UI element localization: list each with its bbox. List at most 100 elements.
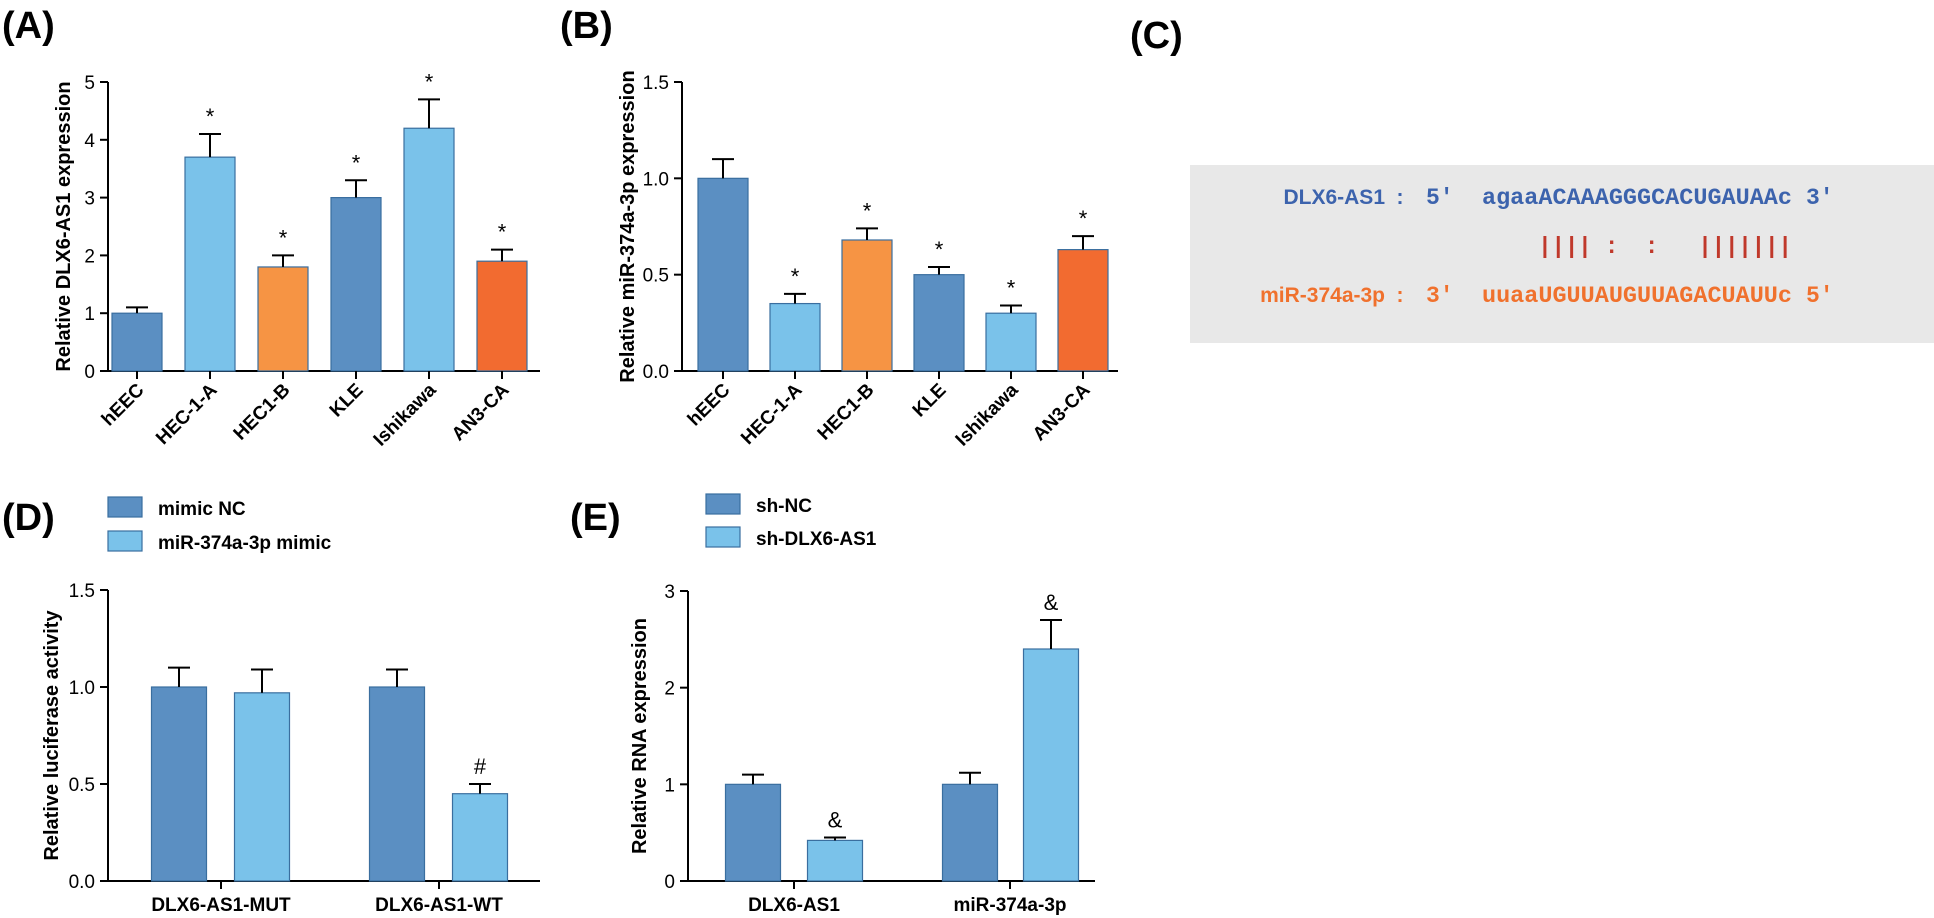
y-axis-label: Relative luciferase activity	[41, 610, 63, 861]
y-axis-label: Relative RNA expression	[629, 618, 651, 854]
bar	[233, 692, 291, 882]
panel-letter-a: (A)	[2, 5, 55, 47]
y-tick-label: 2	[664, 679, 675, 700]
y-tick-label: 1	[664, 775, 675, 796]
bar	[913, 274, 965, 372]
x-category-label: KLE	[326, 380, 368, 422]
significance-mark: *	[791, 264, 800, 289]
mir-374a-3p-5prime: 5'	[1806, 283, 1834, 309]
y-axis-label: Relative miR-374a-3p expression	[617, 70, 639, 382]
x-category-label: hEEC	[684, 379, 735, 430]
significance-mark: *	[935, 237, 944, 262]
y-axis-label: Relative DLX6-AS1 expression	[53, 81, 75, 371]
y-tick-label: 0.0	[643, 362, 669, 383]
x-category-label: DLX6-AS1	[748, 895, 840, 916]
x-category-label: KLE	[909, 380, 951, 422]
bar	[1057, 249, 1109, 372]
dlx6-as1-sequence: agaaACAAAGGGCACUGAUAAc	[1482, 185, 1792, 211]
x-category-label: miR-374a-3p	[954, 895, 1067, 916]
y-tick-label: 1.5	[643, 73, 669, 94]
bar	[150, 686, 208, 882]
significance-mark: #	[474, 754, 487, 779]
y-tick-label: 3	[84, 189, 95, 210]
y-tick-label: 1	[84, 304, 95, 325]
panel-letter-b: (B)	[560, 5, 613, 47]
x-category-label: Ishikawa	[370, 379, 441, 450]
y-tick-label: 0	[84, 362, 95, 383]
dlx6-as1-3prime: 3'	[1806, 185, 1834, 211]
panel-letter-c: (C)	[1130, 15, 1183, 57]
bar	[184, 156, 236, 372]
significance-mark: *	[863, 198, 872, 223]
bar	[1022, 648, 1080, 882]
bar	[806, 839, 864, 882]
y-tick-label: 1.0	[643, 169, 669, 190]
mir-374a-3p-3prime: 3'	[1426, 283, 1454, 309]
bar	[985, 312, 1037, 372]
panel-letter-d: (D)	[2, 497, 55, 539]
significance-mark: &	[1044, 590, 1059, 615]
legend-label: sh-NC	[756, 496, 812, 517]
legend-swatch	[107, 496, 143, 518]
x-category-label: HEC-1-A	[152, 379, 222, 449]
significance-mark: &	[828, 808, 843, 833]
bar	[697, 177, 749, 372]
legend-swatch	[107, 530, 143, 552]
bar	[403, 127, 455, 372]
y-tick-label: 1.5	[69, 581, 95, 602]
significance-mark: *	[425, 69, 434, 94]
y-tick-label: 0.5	[643, 266, 669, 287]
y-tick-label: 0.0	[69, 872, 95, 893]
x-category-label: DLX6-AS1-WT	[375, 895, 503, 916]
mir-374a-3p-sequence: uuaaUGUUAUGUUAGACUAUUc	[1482, 283, 1792, 309]
bar	[841, 239, 893, 372]
bar	[368, 686, 426, 882]
panel-letter-e: (E)	[570, 497, 621, 539]
x-category-label: HEC1-B	[814, 380, 879, 445]
bar	[451, 793, 509, 882]
y-tick-label: 3	[664, 582, 675, 603]
bar	[111, 312, 163, 372]
bar	[257, 266, 309, 372]
sequence-alignment-panel: DLX6-AS1 : 5' agaaACAAAGGGCACUGAUAAc 3' …	[1190, 165, 1934, 343]
x-category-label: Ishikawa	[952, 379, 1023, 450]
y-tick-label: 4	[84, 131, 95, 152]
dlx6-as1-colon: :	[1397, 186, 1404, 209]
x-category-label: hEEC	[98, 379, 149, 430]
legend-swatch	[705, 526, 741, 548]
significance-mark: *	[498, 220, 507, 245]
bar	[476, 260, 528, 372]
legend-swatch	[705, 493, 741, 515]
significance-mark: *	[1007, 275, 1016, 300]
legend-label: mimic NC	[158, 499, 246, 520]
chart-a: 0 1 2 3 4 5 Relative DLX6-AS1 expression hEEC * H…	[53, 69, 540, 451]
x-category-label: HEC-1-A	[737, 379, 807, 449]
significance-mark: *	[279, 225, 288, 250]
bar	[941, 783, 999, 882]
significance-mark: *	[1079, 206, 1088, 231]
y-tick-label: 0	[664, 872, 675, 893]
x-category-label: AN3-CA	[448, 379, 514, 445]
y-tick-label: 2	[84, 246, 95, 267]
x-category-label: HEC1-B	[230, 380, 295, 445]
significance-mark: *	[206, 104, 215, 129]
x-category-label: AN3-CA	[1029, 379, 1095, 445]
bar	[330, 197, 382, 372]
y-tick-label: 0.5	[69, 775, 95, 796]
x-category-label: DLX6-AS1-MUT	[151, 895, 291, 916]
mir-374a-3p-colon: :	[1397, 284, 1404, 307]
bar	[724, 783, 782, 882]
base-pairing-marks: |||| : : |||||||	[1538, 234, 1792, 260]
mir-374a-3p-label: miR-374a-3p	[1260, 284, 1385, 307]
dlx6-as1-5prime: 5'	[1426, 185, 1454, 211]
significance-mark: *	[352, 150, 361, 175]
dlx6-as1-label: DLX6-AS1	[1283, 186, 1385, 209]
y-tick-label: 1.0	[69, 678, 95, 699]
legend-label: miR-374a-3p mimic	[158, 533, 332, 554]
chart-e: 0 1 2 3 Relative RNA expression sh-NC & & sh-DLX…	[629, 493, 1095, 916]
chart-d: 0.0 0.5 1.0 1.5 Relative luciferase activity…	[41, 496, 540, 916]
sequence-panel-background	[1190, 165, 1934, 343]
y-tick-label: 5	[84, 73, 95, 94]
legend-label: sh-DLX6-AS1	[756, 529, 877, 550]
